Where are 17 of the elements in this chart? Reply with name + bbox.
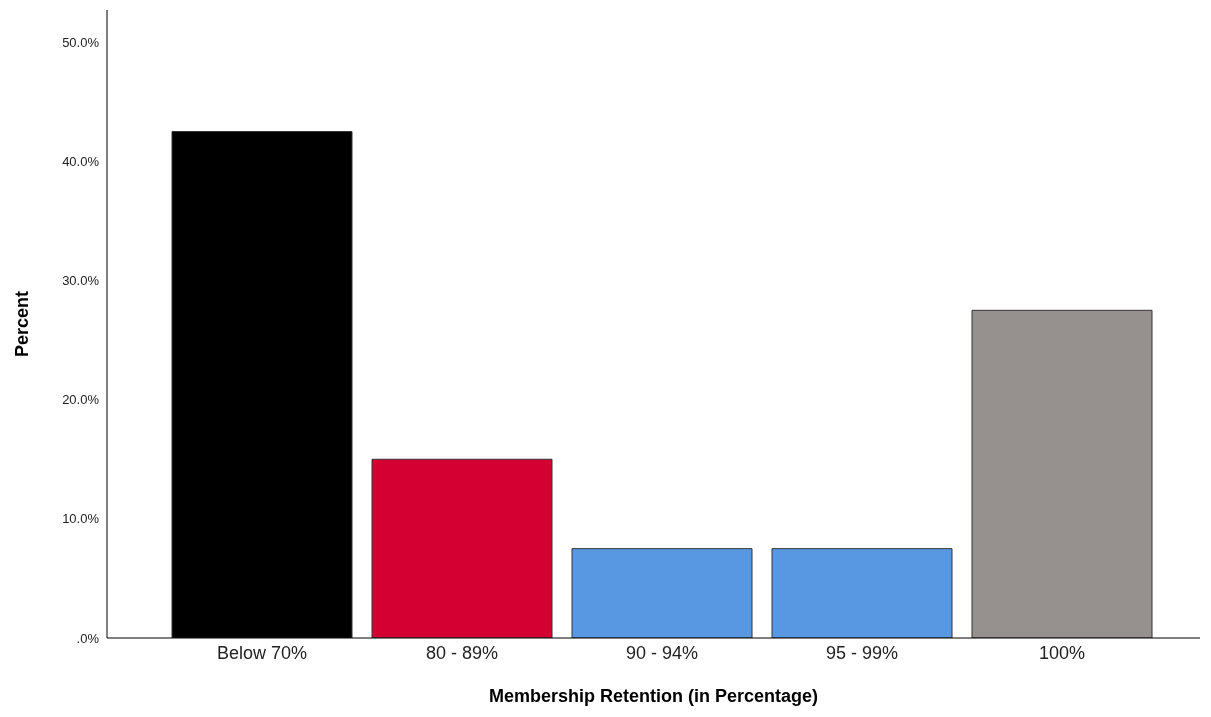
y-tick-label: .0% — [76, 630, 100, 646]
x-tick-label: Below 70% — [216, 642, 308, 663]
x-axis-title: Membership Retention (in Percentage) — [488, 686, 819, 706]
x-tick-label: 95 - 99% — [825, 642, 899, 663]
x-tick-label: 100% — [1038, 642, 1086, 663]
y-tick-label: 40.0% — [62, 153, 100, 169]
x-tick-label: 90 - 94% — [625, 642, 699, 663]
y-axis-title: Percent — [12, 290, 33, 358]
bar — [971, 309, 1153, 638]
y-tick-label: 20.0% — [62, 392, 100, 408]
bar — [371, 458, 553, 638]
y-tick-label: 10.0% — [62, 511, 100, 527]
x-tick-label: 80 - 89% — [425, 642, 499, 663]
bar — [771, 548, 953, 638]
y-tick-label: 50.0% — [62, 34, 100, 50]
bar — [571, 548, 753, 638]
y-tick-label: 30.0% — [62, 273, 100, 289]
